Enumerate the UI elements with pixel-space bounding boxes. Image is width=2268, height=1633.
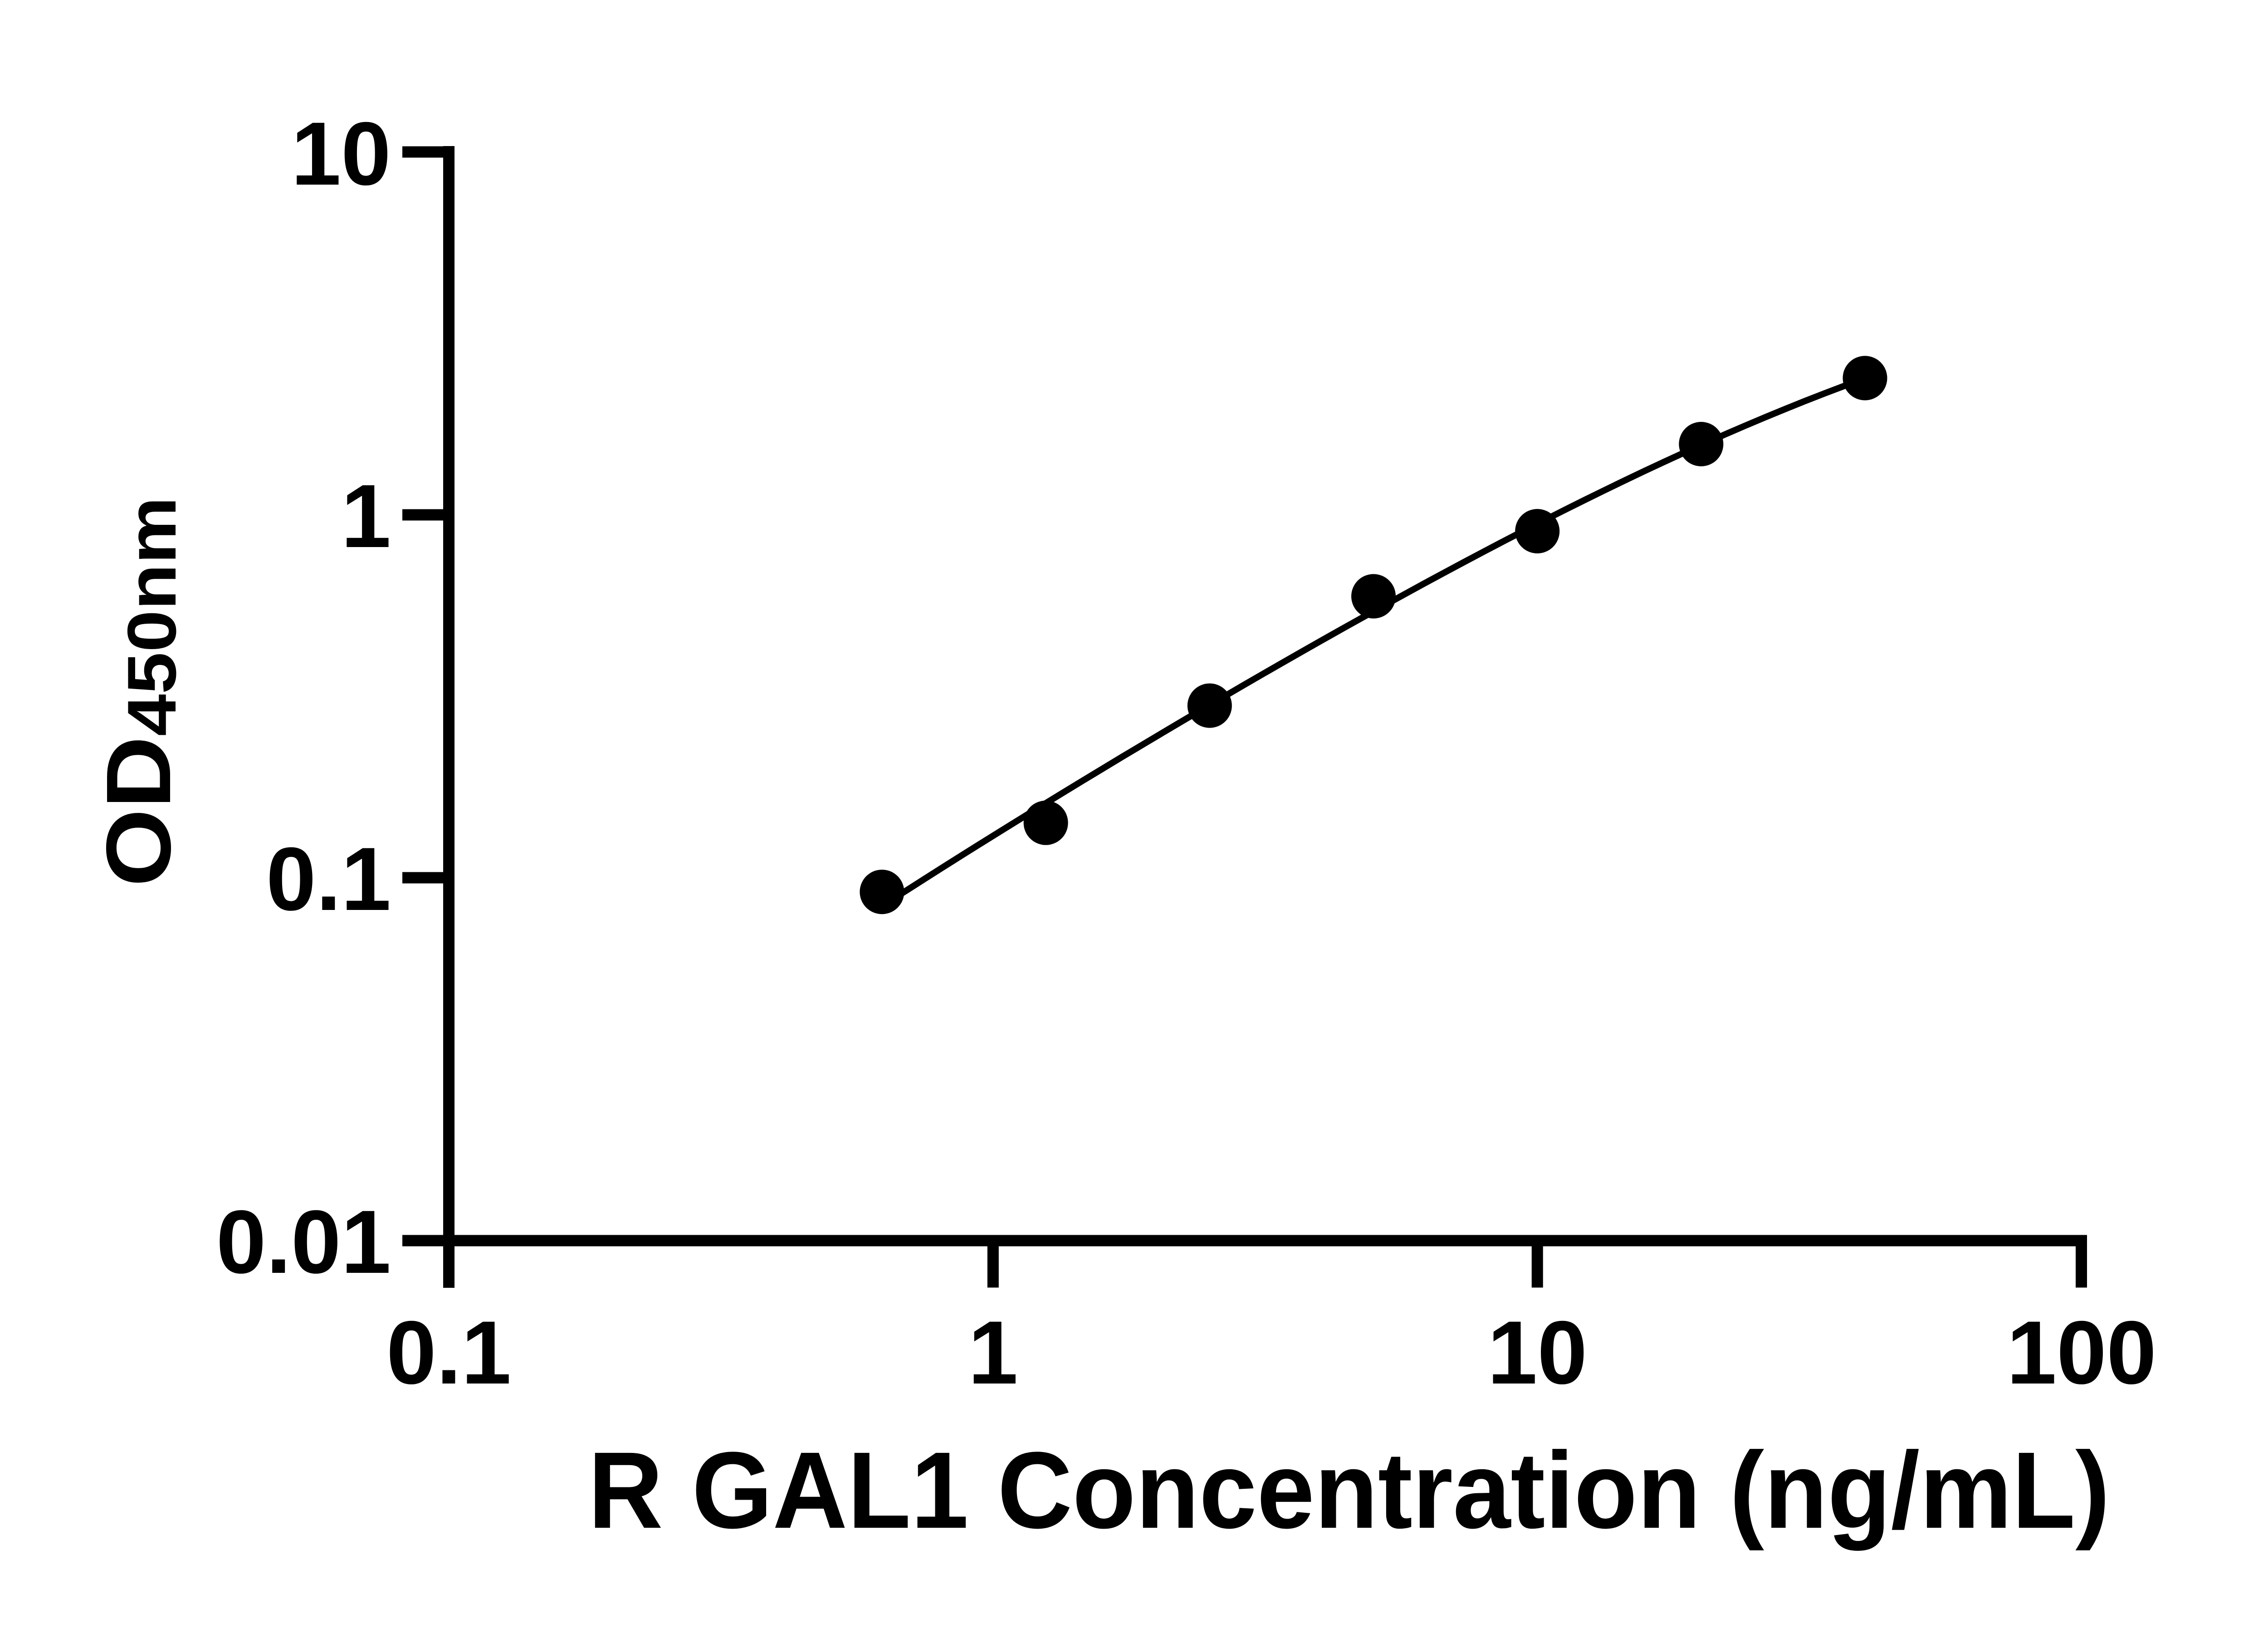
svg-text:0.1: 0.1: [386, 1302, 511, 1403]
svg-text:10: 10: [291, 103, 391, 204]
svg-text:0.1: 0.1: [266, 829, 391, 929]
svg-text:R GAL1 Concentration (ng/mL): R GAL1 Concentration (ng/mL): [588, 1429, 2110, 1551]
svg-text:10: 10: [1487, 1302, 1587, 1403]
svg-text:100: 100: [2007, 1302, 2156, 1403]
svg-text:0.01: 0.01: [216, 1192, 391, 1292]
svg-text:1: 1: [341, 466, 391, 566]
svg-text:OD450nm: OD450nm: [87, 497, 191, 887]
svg-text:1: 1: [968, 1302, 1018, 1403]
